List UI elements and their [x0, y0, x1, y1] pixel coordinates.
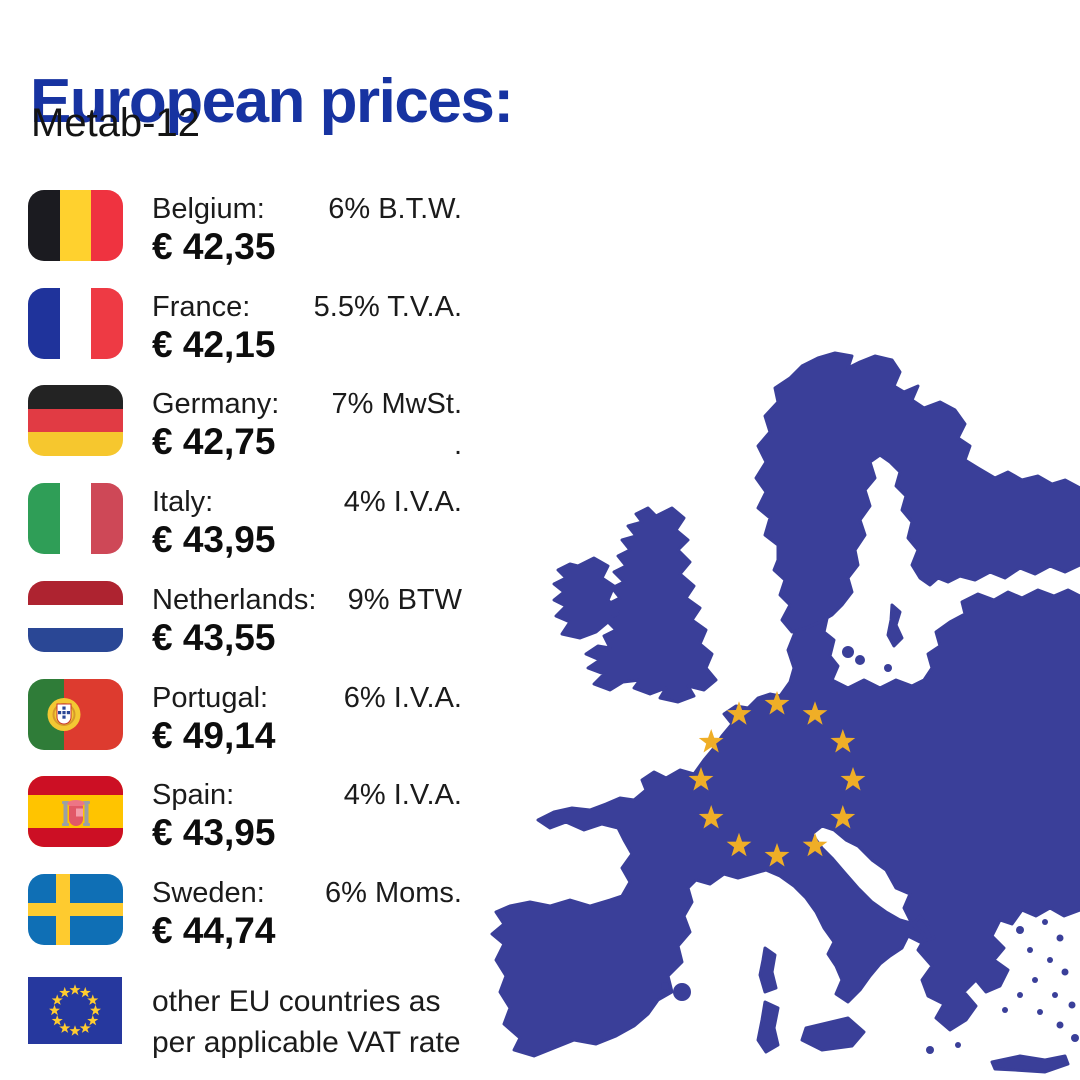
europe-map — [460, 350, 1080, 1080]
vat-rate-label: 4% I.V.A. — [343, 779, 462, 812]
price-row-text: France: 5.5% T.V.A. € 42,15 — [152, 288, 462, 366]
price-row-text: Netherlands: 9% BTW € 43,55 — [152, 581, 462, 659]
country-label: France: — [152, 290, 251, 323]
page-title: European prices: — [30, 66, 514, 136]
vat-rate-label: 4% I.V.A. — [343, 486, 462, 519]
price-row-text: Sweden: 6% Moms. € 44,74 — [152, 874, 462, 952]
price-row-portugal: Portugal: 6% I.V.A. € 49,14 — [28, 678, 462, 777]
netherlands-flag-icon — [28, 580, 123, 652]
portugal-flag-icon — [28, 678, 123, 750]
country-label: Spain: — [152, 779, 235, 812]
italy-flag-icon — [28, 483, 123, 555]
price-row-belgium: Belgium: 6% B.T.W. € 42,35 — [28, 190, 462, 288]
vat-note: . — [453, 429, 462, 462]
vat-rate-label: 6% I.V.A. — [343, 681, 462, 714]
belgium-flag-icon — [28, 190, 123, 261]
vat-rate-label: 7% MwSt. — [331, 388, 462, 421]
product-name: Metab-12 — [31, 101, 200, 145]
country-label: Germany: — [152, 388, 280, 421]
country-label: Italy: — [152, 486, 214, 519]
vat-rate-label: 5.5% T.V.A. — [313, 290, 462, 323]
country-label: Netherlands: — [152, 583, 317, 616]
price-row-text: Spain: 4% I.V.A. € 43,95 — [152, 776, 462, 854]
price-value: € 43,95 — [152, 812, 276, 854]
price-value: € 44,74 — [152, 909, 276, 951]
vat-rate-label: 9% BTW — [347, 583, 462, 616]
price-row-text: Germany: 7% MwSt. € 42,75. — [152, 385, 462, 463]
footnote-line-2: per applicable VAT rate — [152, 1026, 461, 1059]
country-label: Portugal: — [152, 681, 269, 714]
price-row-sweden: Sweden: 6% Moms. € 44,74 — [28, 873, 462, 972]
price-row-text: Belgium: 6% B.T.W. € 42,35 — [152, 190, 462, 268]
spain-flag-icon — [28, 776, 123, 848]
country-label: Sweden: — [152, 876, 265, 909]
footnote-line-1: other EU countries as — [152, 985, 441, 1018]
price-row-france: France: 5.5% T.V.A. € 42,15 — [28, 287, 462, 386]
germany-flag-icon — [28, 385, 123, 457]
country-label: Belgium: — [152, 193, 265, 225]
price-row-text: Portugal: 6% I.V.A. € 49,14 — [152, 679, 462, 757]
sweden-flag-icon — [28, 873, 123, 945]
vat-rate-label: 6% B.T.W. — [328, 193, 462, 225]
price-row-text: Italy: 4% I.V.A. € 43,95 — [152, 483, 462, 561]
france-flag-icon — [28, 287, 123, 359]
price-value: € 42,15 — [152, 323, 276, 365]
price-value: € 42,75 — [152, 421, 276, 463]
price-row-germany: Germany: 7% MwSt. € 42,75. — [28, 385, 462, 483]
price-value: € 42,35 — [152, 226, 276, 267]
eu-flag-icon — [28, 977, 122, 1044]
price-value: € 43,95 — [152, 519, 276, 561]
price-row-italy: Italy: 4% I.V.A. € 43,95 — [28, 483, 462, 581]
price-value: € 49,14 — [152, 714, 276, 756]
vat-rate-label: 6% Moms. — [325, 876, 462, 909]
price-value: € 43,55 — [152, 616, 276, 658]
price-row-netherlands: Netherlands: 9% BTW € 43,55 — [28, 580, 462, 679]
price-row-spain: Spain: 4% I.V.A. € 43,95 — [28, 776, 462, 874]
